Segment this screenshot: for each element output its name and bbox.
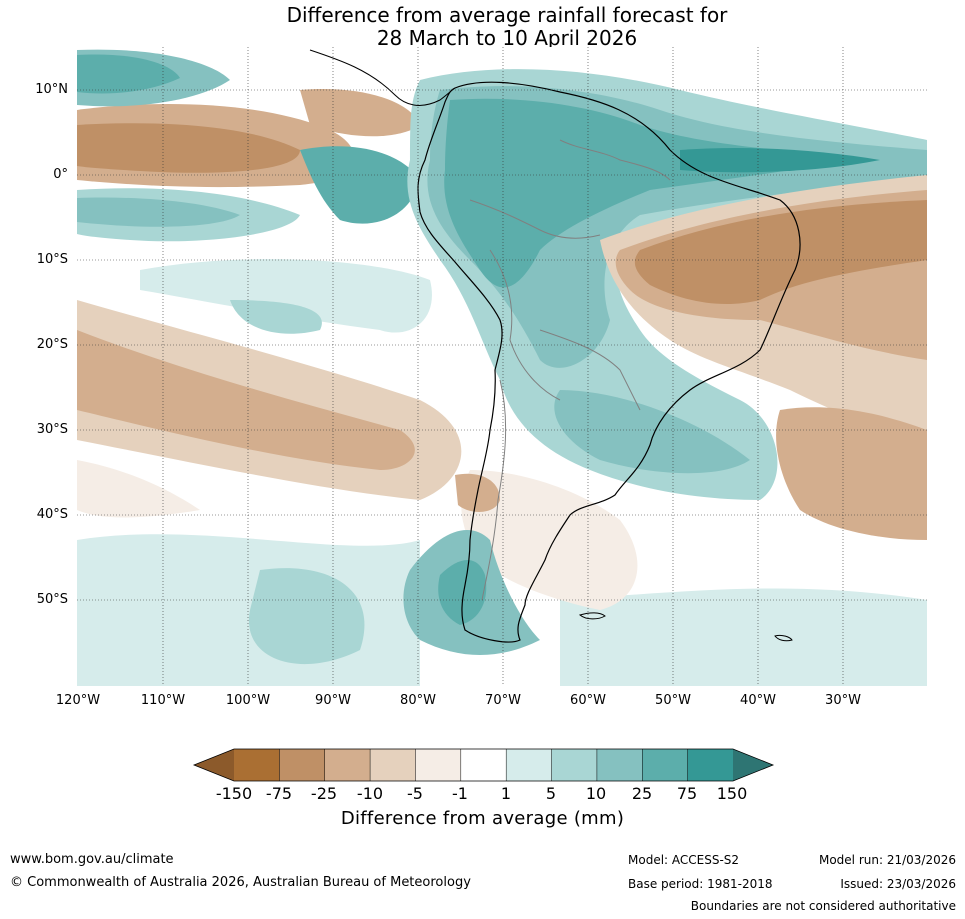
lon-label: 30°W [825, 693, 861, 708]
colorbar-tick-label: 10 [585, 784, 607, 803]
lon-label: 60°W [570, 693, 606, 708]
lat-label: 0° [53, 167, 68, 182]
lat-label: 10°S [36, 252, 68, 267]
anomaly-region [77, 460, 200, 518]
central-america-coastline [309, 49, 456, 106]
anomaly-region [77, 534, 420, 686]
lon-label: 80°W [400, 693, 436, 708]
south-america-coastline [417, 81, 801, 643]
colorbar-tick-label: -75 [265, 784, 293, 803]
colorbar-swatch [234, 749, 280, 781]
anomaly-region [77, 330, 415, 470]
lat-label: 10°N [35, 82, 68, 97]
anomaly-region [77, 197, 240, 227]
anomaly-region [444, 98, 860, 288]
website-link[interactable]: www.bom.gov.au/climate [10, 852, 174, 867]
colorbar-swatch [506, 749, 553, 781]
anomaly-region [554, 390, 750, 474]
colorbar-swatch [324, 749, 371, 781]
rainfall-anomaly-field [77, 47, 927, 686]
anomaly-region [248, 568, 365, 665]
colorbar-swatch [551, 749, 598, 781]
colorbar-tick-label: -1 [452, 784, 468, 803]
lat-label: 50°S [36, 592, 68, 607]
model-info: Model: ACCESS-S2 [628, 853, 740, 867]
colorbar-tick-label: 5 [545, 784, 557, 803]
colorbar-title: Difference from average (mm) [340, 808, 625, 829]
lon-label: 90°W [315, 693, 351, 708]
falklands-coastline [578, 612, 606, 620]
lat-label: 20°S [36, 337, 68, 352]
anomaly-region [680, 148, 880, 173]
anomaly-region [77, 123, 300, 173]
title-line-2: 28 March to 10 April 2026 [376, 26, 638, 50]
colorbar-swatch [370, 749, 416, 781]
lon-label: 70°W [485, 693, 521, 708]
lat-label: 40°S [36, 507, 68, 522]
south-georgia-coastline [774, 634, 793, 642]
lon-label: 110°W [140, 693, 186, 708]
colorbar-outline [192, 748, 775, 782]
base-period-info: Base period: 1981-2018 [628, 877, 773, 891]
colorbar-swatch [642, 749, 689, 781]
colorbar [192, 748, 775, 782]
coastline-layer [309, 49, 801, 643]
colorbar-swatch [460, 749, 507, 781]
anomaly-region [77, 54, 180, 94]
colorbar-tick-label: -150 [215, 784, 253, 803]
colorbar-tick-label: -25 [310, 784, 338, 803]
anomaly-region [634, 200, 927, 305]
graticule [77, 47, 927, 686]
title-line-1: Difference from average rainfall forecas… [286, 3, 728, 27]
colorbar-tick-label: -10 [356, 784, 384, 803]
colorbar-swatch [687, 749, 734, 781]
anomaly-region [560, 588, 927, 686]
colorbar-tick-label: 1 [500, 784, 512, 803]
lon-label: 120°W [55, 693, 101, 708]
colorbar-tick-label: -5 [407, 784, 423, 803]
anomaly-region [230, 300, 322, 334]
anomaly-region [461, 470, 638, 610]
colorbar-tick-label: 25 [631, 784, 653, 803]
model-run-info: Model run: 21/03/2026 [818, 853, 956, 867]
anomaly-region [300, 146, 420, 224]
lon-label: 40°W [740, 693, 776, 708]
colorbar-extend-high [733, 749, 773, 781]
lat-label: 30°S [36, 422, 68, 437]
copyright-text: © Commonwealth of Australia 2026, Austra… [10, 875, 471, 890]
boundaries-disclaimer: Boundaries are not considered authoritat… [690, 899, 956, 913]
colorbar-extend-low [194, 749, 234, 781]
anomaly-region [300, 89, 420, 137]
lon-label: 50°W [655, 693, 691, 708]
colorbar-swatch [596, 749, 643, 781]
anomaly-region [776, 407, 927, 540]
country-borders [469, 139, 671, 601]
colorbar-tick-label: 75 [676, 784, 698, 803]
colorbar-tick-label: 150 [716, 784, 748, 803]
colorbar-swatch [415, 749, 462, 781]
anomaly-region [438, 560, 487, 625]
colorbar-swatch [279, 749, 326, 781]
map-title: Difference from average rainfall forecas… [0, 4, 965, 50]
issued-info: Issued: 23/03/2026 [840, 877, 956, 891]
anomaly-region [140, 259, 432, 333]
lon-label: 100°W [225, 693, 271, 708]
